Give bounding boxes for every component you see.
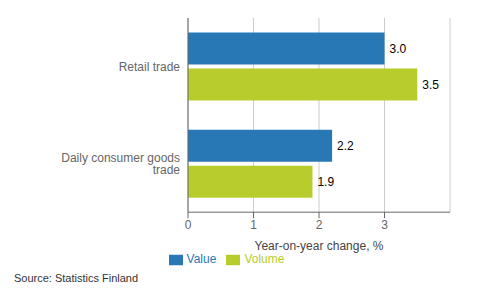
svg-text:3.0: 3.0 bbox=[390, 42, 407, 56]
html-text:Value: Value bbox=[186, 252, 217, 267]
html-text:Volume: Volume bbox=[244, 252, 285, 267]
svg-text:Daily consumer goodstrade: Daily consumer goodstrade bbox=[61, 151, 180, 177]
svg-text:3.5: 3.5 bbox=[422, 78, 439, 92]
svg-text:2: 2 bbox=[316, 218, 323, 232]
svg-text:Retail trade: Retail trade bbox=[119, 60, 181, 74]
svg-text:1.9: 1.9 bbox=[317, 175, 334, 189]
svg-text:2.2: 2.2 bbox=[337, 139, 354, 153]
svg-text:Year-on-year change, %: Year-on-year change, % bbox=[255, 239, 384, 253]
html-text:Source: Statistics Finland: Source: Statistics Finland bbox=[14, 272, 139, 284]
svg-text:0: 0 bbox=[185, 218, 192, 232]
svg-text:1: 1 bbox=[250, 218, 257, 232]
svg-text:3: 3 bbox=[381, 218, 388, 232]
